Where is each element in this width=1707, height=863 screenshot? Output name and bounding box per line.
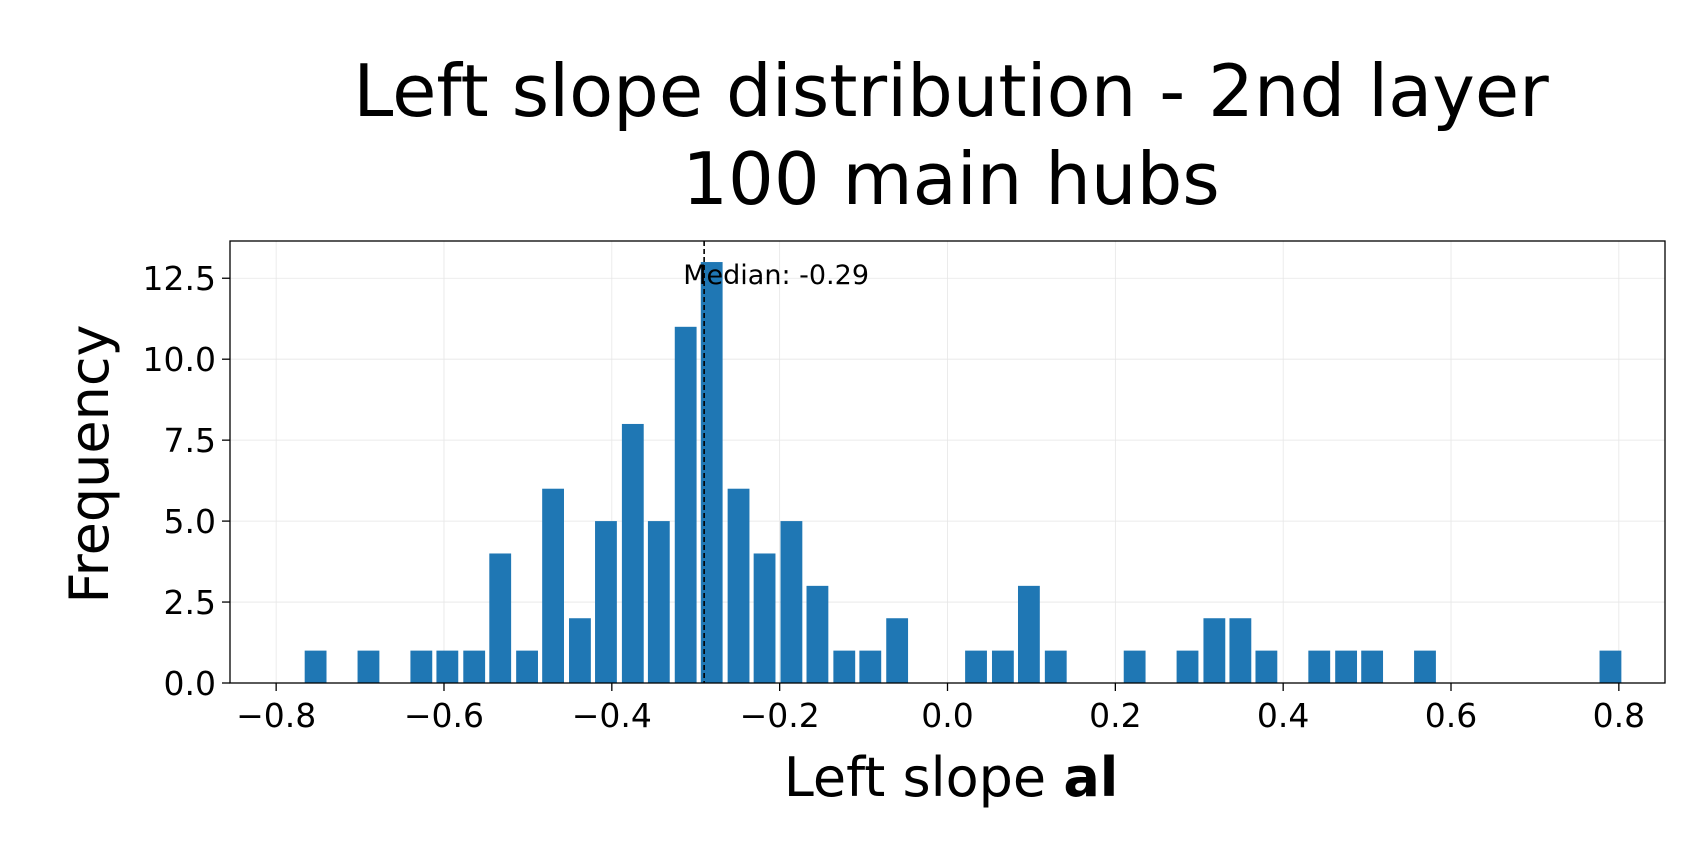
x-tick-label-0: −0.8	[236, 696, 316, 735]
histogram-bar-19	[859, 650, 882, 683]
x-tick-label-1: −0.6	[404, 696, 484, 735]
histogram-bar-30	[1308, 650, 1331, 683]
histogram-bar-24	[1044, 650, 1067, 683]
x-axis-label: Left slope al	[784, 746, 1119, 809]
histogram-bar-31	[1335, 650, 1358, 683]
histogram-bar-8	[569, 618, 591, 683]
histogram-bar-18	[833, 650, 856, 683]
histogram-bar-5	[489, 553, 512, 683]
histogram-bar-33	[1414, 650, 1436, 683]
histogram-bar-4	[463, 650, 486, 683]
histogram-bar-28	[1229, 618, 1252, 683]
histogram-bar-15	[753, 553, 776, 683]
y-tick-label-3: 7.5	[164, 421, 216, 460]
x-tick-label-5: 0.2	[1089, 696, 1141, 735]
histogram-bar-20	[886, 618, 909, 683]
histogram-bar-10	[621, 423, 644, 683]
histogram-bar-34	[1599, 650, 1622, 683]
histogram-bar-12	[674, 326, 697, 683]
x-axis-label-prefix: Left slope	[784, 746, 1064, 809]
histogram-bar-2	[410, 650, 433, 683]
median-marker: Median: -0.29	[683, 241, 869, 683]
y-tick-label-5: 12.5	[143, 259, 216, 298]
y-axis-ticks: 0.0 2.5 5.0 7.5 10.0 12.5	[143, 259, 230, 703]
histogram-bar-3	[436, 650, 459, 683]
y-tick-label-1: 2.5	[164, 583, 216, 622]
histogram-bar-7	[542, 488, 564, 683]
histogram-bar-26	[1176, 650, 1199, 683]
x-tick-label-4: 0.0	[921, 696, 973, 735]
chart-title-line2: 100 main hubs	[682, 137, 1220, 221]
histogram-bar-9	[595, 521, 617, 683]
grid-lines	[230, 241, 1665, 684]
histogram-bar-29	[1255, 650, 1278, 683]
bars	[304, 262, 1622, 683]
histogram-bar-32	[1361, 650, 1384, 683]
histogram-bar-1	[357, 650, 380, 683]
histogram-bar-22	[991, 650, 1014, 683]
histogram-bar-23	[1017, 585, 1040, 683]
histogram-bar-11	[647, 521, 670, 683]
histogram-bar-17	[806, 585, 829, 683]
x-tick-label-2: −0.4	[572, 696, 652, 735]
histogram-bar-21	[965, 650, 987, 683]
x-tick-label-8: 0.8	[1593, 696, 1645, 735]
x-axis-ticks: −0.8 −0.6 −0.4 −0.2 0.0 0.2 0.4 0.6 0.8	[236, 683, 1645, 735]
x-axis-label-symbol: al	[1063, 746, 1118, 809]
x-tick-label-3: −0.2	[740, 696, 820, 735]
histogram-bar-25	[1123, 650, 1146, 683]
histogram-bar-16	[780, 521, 803, 683]
median-label: Median: -0.29	[683, 260, 869, 291]
histogram-bar-13	[700, 262, 723, 683]
histogram-bar-6	[516, 650, 538, 683]
histogram-bar-14	[727, 488, 750, 683]
histogram-bar-0	[304, 650, 327, 683]
x-tick-label-7: 0.6	[1425, 696, 1477, 735]
histogram-bar-27	[1203, 618, 1226, 683]
y-axis-label: Frequency	[58, 325, 121, 604]
chart-title-line1: Left slope distribution - 2nd layer	[353, 49, 1549, 133]
y-tick-label-4: 10.0	[143, 340, 216, 379]
y-tick-label-2: 5.0	[164, 502, 216, 541]
x-tick-label-6: 0.4	[1257, 696, 1309, 735]
y-tick-label-0: 0.0	[164, 664, 216, 703]
